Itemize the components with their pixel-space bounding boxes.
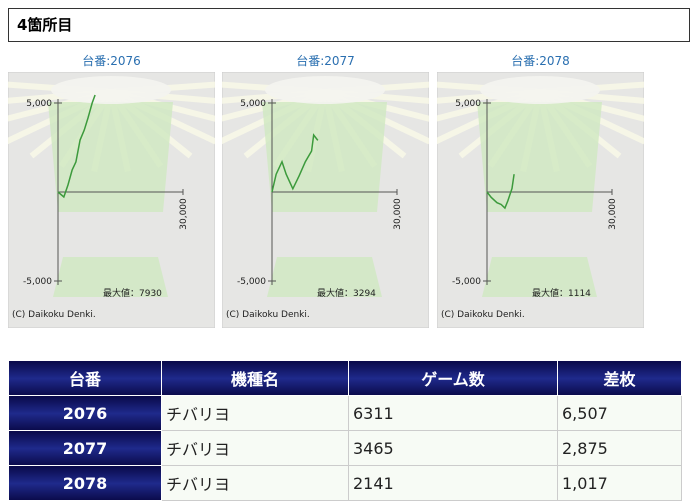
x-tick-label: 30,000 xyxy=(608,198,618,230)
deco xyxy=(477,102,602,212)
x-tick-label: 30,000 xyxy=(179,198,189,230)
deco xyxy=(482,257,597,297)
cell: 2078 xyxy=(8,465,162,501)
copyright: (C) Daikoku Denki. xyxy=(441,310,525,320)
th: ゲーム数 xyxy=(348,360,558,396)
y-tick-label: -5,000 xyxy=(23,277,52,287)
graph-label: 台番:2076 xyxy=(82,54,141,68)
y-tick-label: 5,000 xyxy=(26,99,52,109)
cell: 2141 xyxy=(348,465,558,501)
deco xyxy=(51,76,171,104)
row: 2076 チバリヨ 6311 6,507 xyxy=(8,395,682,431)
line xyxy=(271,133,319,193)
line xyxy=(486,174,515,210)
annotation: 最大値：3294 xyxy=(317,287,376,299)
graph-label: 台番:2078 xyxy=(511,54,570,68)
cell: 1,017 xyxy=(557,465,682,501)
y-tick-label: 5,000 xyxy=(455,99,481,109)
th: 台番 xyxy=(8,360,162,396)
graph: 5,000 -5,000 30,000 最大値：1114 (C) Daikoku Den… xyxy=(437,72,644,328)
deco xyxy=(53,257,168,297)
cell: 6,507 xyxy=(557,395,682,431)
deco xyxy=(480,76,600,104)
line xyxy=(57,94,96,199)
table: 台番 機種名 ゲーム数 差枚 2076 チバリヨ 6311 6,507 2077 チバリ… xyxy=(8,360,682,501)
annotation: 最大値：7930 xyxy=(103,287,162,299)
y-tick-label: -5,000 xyxy=(452,277,481,287)
graph-label: 台番:2077 xyxy=(296,54,355,68)
cell: 2,875 xyxy=(557,430,682,466)
deco xyxy=(48,102,173,212)
annotation: 最大値：1114 xyxy=(532,287,591,299)
th: 機種名 xyxy=(161,360,349,396)
cell: 2076 xyxy=(8,395,162,431)
cell: 3465 xyxy=(348,430,558,466)
deco xyxy=(262,102,387,212)
row: 2077 チバリヨ 3465 2,875 xyxy=(8,430,682,466)
deco xyxy=(265,76,385,104)
row: 2078 チバリヨ 2141 1,017 xyxy=(8,465,682,501)
th: 差枚 xyxy=(557,360,682,396)
section-title: 4箇所目 xyxy=(8,8,690,42)
cell: チバリヨ xyxy=(161,465,349,501)
copyright: (C) Daikoku Denki. xyxy=(226,310,310,320)
cell: 2077 xyxy=(8,430,162,466)
graph: 5,000 -5,000 30,000 最大値：7930 (C) Daikoku Den… xyxy=(8,72,215,328)
cell: チバリヨ xyxy=(161,430,349,466)
deco xyxy=(267,257,382,297)
cell: 6311 xyxy=(348,395,558,431)
y-tick-label: 5,000 xyxy=(240,99,266,109)
graph: 5,000 -5,000 30,000 最大値：3294 (C) Daikoku Den… xyxy=(222,72,429,328)
header-row: 台番 機種名 ゲーム数 差枚 xyxy=(8,360,682,396)
copyright: (C) Daikoku Denki. xyxy=(12,310,96,320)
x-tick-label: 30,000 xyxy=(393,198,403,230)
y-tick-label: -5,000 xyxy=(237,277,266,287)
cell: チバリヨ xyxy=(161,395,349,431)
